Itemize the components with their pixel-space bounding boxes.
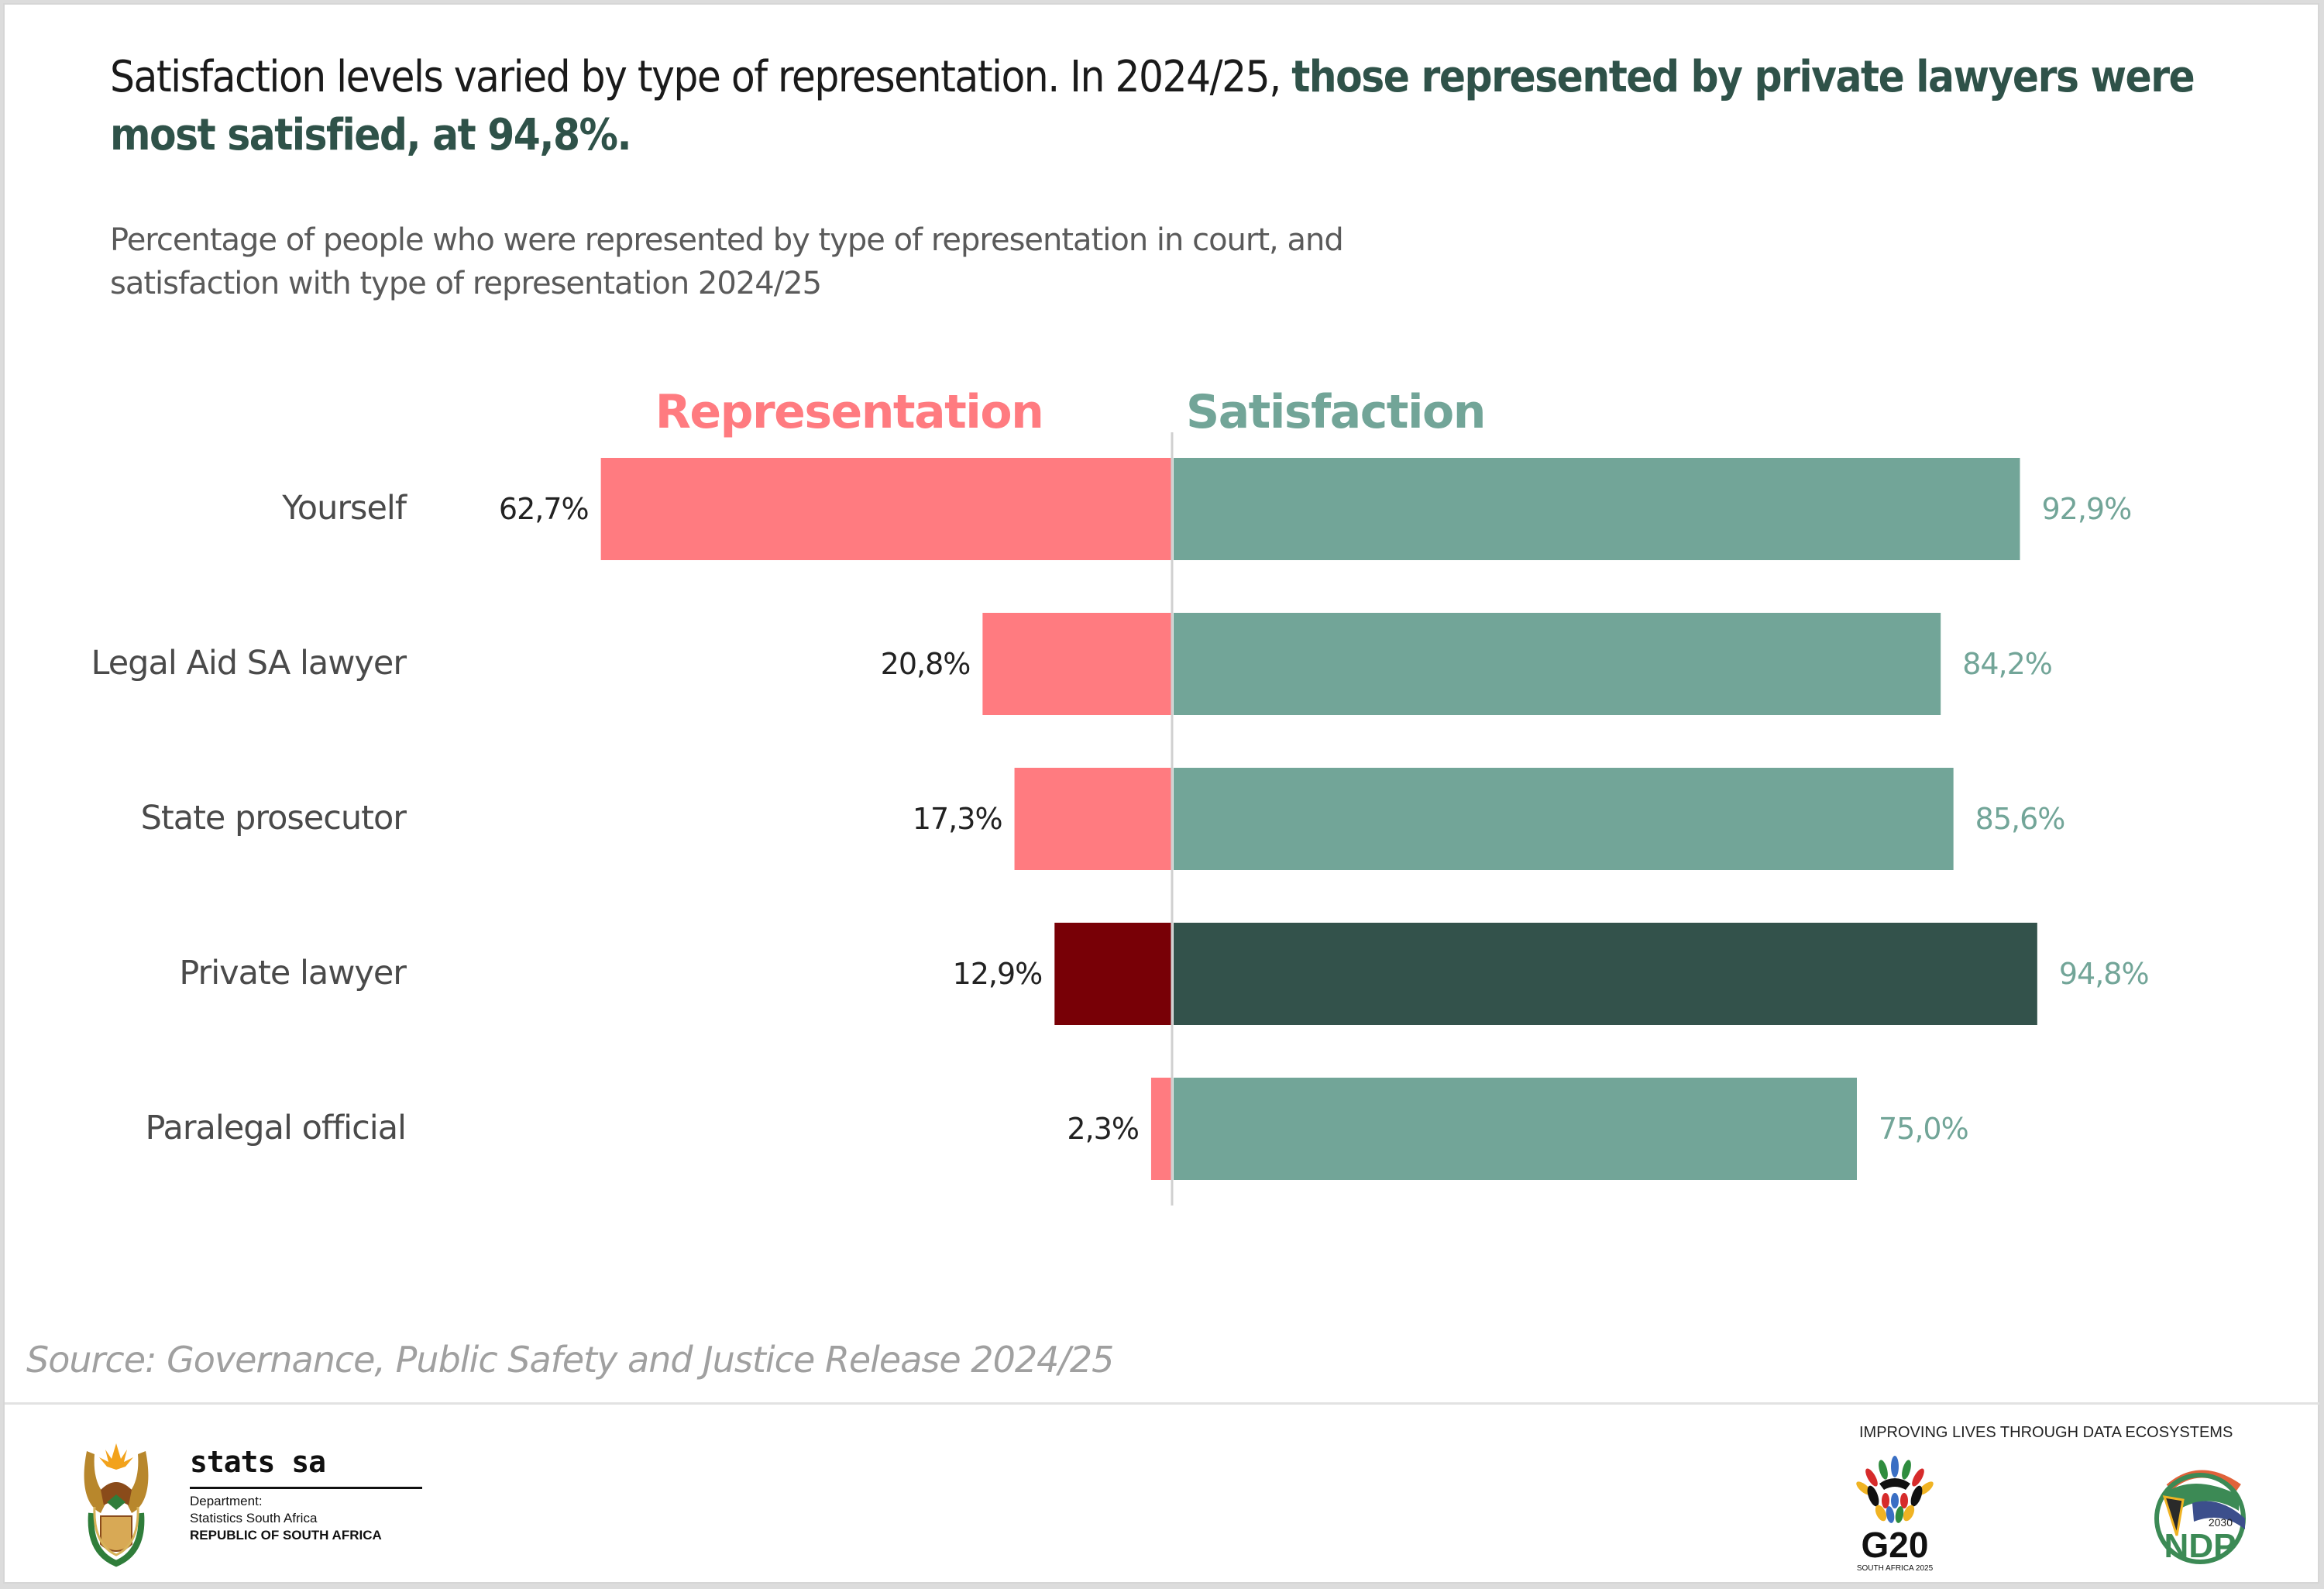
dept-line-1: Department: [190, 1494, 263, 1508]
representation-value-label: 12,9% [953, 957, 1043, 991]
satisfaction-bar [1174, 613, 1941, 715]
satisfaction-bar [1174, 458, 2020, 560]
satisfaction-value-label: 85,6% [1975, 802, 2065, 836]
stats-sa-wordmark: stats sa [190, 1445, 326, 1479]
satisfaction-bar [1174, 768, 1954, 870]
representation-value-label: 62,7% [499, 492, 589, 526]
ndp-year: 2030 [2209, 1516, 2233, 1529]
category-label: Paralegal official [146, 1109, 406, 1147]
representation-bar [1014, 768, 1172, 870]
representation-value-label: 2,3% [1067, 1112, 1139, 1146]
coat-of-arms-icon [84, 1443, 149, 1567]
footer-tagline: IMPROVING LIVES THROUGH DATA ECOSYSTEMS [1859, 1424, 2233, 1441]
g20-logo-icon: G20 SOUTH AFRICA 2025 [1856, 1456, 1934, 1573]
diverging-bar-chart: Representation Satisfaction Yourself 62,7… [91, 385, 2150, 1206]
wordmark-rule [190, 1487, 422, 1489]
headline: Satisfaction levels varied by type of re… [110, 48, 2279, 164]
category-label: Private lawyer [179, 954, 407, 992]
category-label: State prosecutor [141, 799, 407, 837]
series-title-representation: Representation [655, 385, 1043, 439]
satisfaction-bar [1174, 923, 2037, 1025]
satisfaction-bar [1174, 1078, 1857, 1180]
category-label: Yourself [281, 489, 407, 528]
chart-rows: Yourself 62,7% 92,9% Legal Aid SA lawyer 20,… [91, 458, 2150, 1180]
footer-divider [5, 1402, 2319, 1405]
headline-highlight: those represented by private lawyers wer… [110, 52, 2195, 160]
representation-value-label: 20,8% [881, 647, 971, 681]
dept-line-2: Statistics South Africa [190, 1511, 318, 1525]
g20-subtext: SOUTH AFRICA 2025 [1857, 1564, 1934, 1573]
ndp-text: NDP [2164, 1527, 2236, 1565]
department-text: Department: Statistics South Africa REPU… [190, 1493, 382, 1544]
series-title-satisfaction: Satisfaction [1186, 385, 1485, 439]
category-label: Legal Aid SA lawyer [91, 644, 407, 683]
satisfaction-value-label: 92,9% [2042, 492, 2132, 526]
representation-bar [1054, 923, 1172, 1025]
satisfaction-value-label: 75,0% [1879, 1112, 1968, 1146]
headline-plain: Satisfaction levels varied by type of re… [110, 52, 1292, 102]
dept-line-3: REPUBLIC OF SOUTH AFRICA [190, 1528, 382, 1543]
satisfaction-value-label: 94,8% [2059, 957, 2149, 991]
source-note: Source: Governance, Public Safety and Ju… [26, 1339, 1114, 1381]
satisfaction-value-label: 84,2% [1962, 647, 2052, 681]
chart-subtitle: Percentage of people who were represente… [110, 222, 1344, 301]
representation-bar [1150, 1078, 1172, 1180]
g20-text: G20 [1862, 1525, 1929, 1565]
representation-value-label: 17,3% [913, 802, 1002, 836]
representation-bar [982, 613, 1172, 715]
representation-bar [600, 458, 1172, 560]
stats-sa-logo: stats sa Department: Statistics South Af… [70, 1429, 434, 1584]
ndp-2030-logo-icon: 2030 NDP [2154, 1470, 2246, 1565]
